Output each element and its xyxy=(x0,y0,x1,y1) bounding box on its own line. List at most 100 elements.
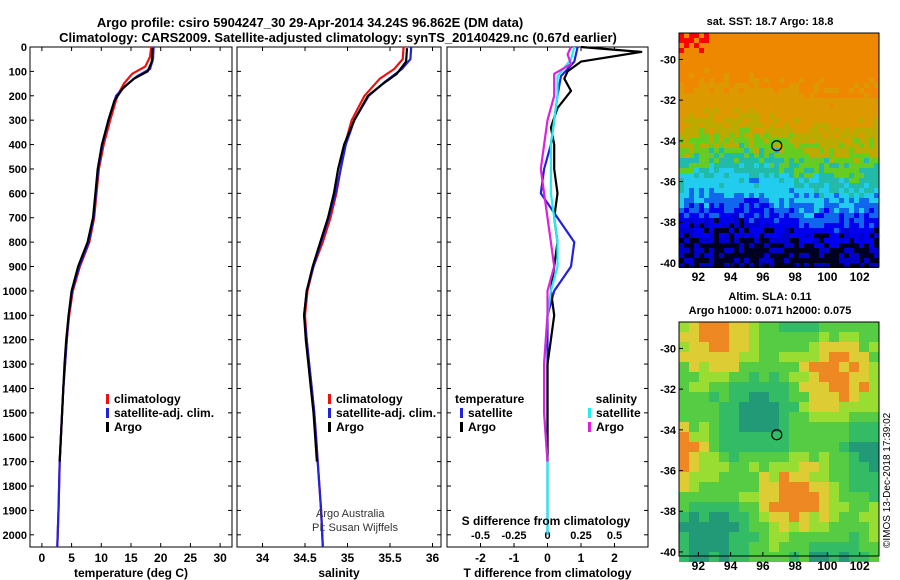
map-cell xyxy=(704,83,709,88)
map-cell xyxy=(804,248,809,253)
map-cell xyxy=(839,223,844,228)
map-cell xyxy=(794,58,799,63)
map-cell xyxy=(684,53,689,58)
map-cell xyxy=(689,98,694,103)
map-cell xyxy=(839,402,849,412)
map-cell xyxy=(809,412,819,422)
map-cell xyxy=(809,173,814,178)
map-cell xyxy=(849,332,859,342)
map-cell xyxy=(839,113,844,118)
map-cell xyxy=(769,73,774,78)
map-cell xyxy=(824,153,829,158)
map-cell xyxy=(764,53,769,58)
map-cell xyxy=(754,78,759,83)
map-cell xyxy=(829,68,834,73)
map-cell xyxy=(874,213,879,218)
map-cell xyxy=(699,198,704,203)
map-cell xyxy=(809,432,819,442)
map-cell xyxy=(839,163,844,168)
map-cell xyxy=(839,253,844,258)
map-cell xyxy=(729,143,734,148)
map-cell xyxy=(874,133,879,138)
map-cell xyxy=(869,532,879,542)
map-cell xyxy=(794,173,799,178)
map-cell xyxy=(764,58,769,63)
map-cell xyxy=(829,492,839,502)
map-cell xyxy=(719,143,724,148)
map-cell xyxy=(839,183,844,188)
map-cell xyxy=(709,58,714,63)
map-cell xyxy=(779,138,784,143)
map-cell xyxy=(819,228,824,233)
plot-frame xyxy=(29,46,233,548)
map-cell xyxy=(829,98,834,103)
map-cell xyxy=(684,98,689,103)
map-cell xyxy=(804,188,809,193)
map-cell xyxy=(749,153,754,158)
map-cell xyxy=(854,208,859,213)
map-cell xyxy=(784,198,789,203)
map-cell xyxy=(714,263,719,268)
map-cell xyxy=(874,193,879,198)
map-cell xyxy=(779,342,789,352)
map-cell xyxy=(694,63,699,68)
map-cell xyxy=(704,73,709,78)
map-cell xyxy=(864,103,869,108)
map-cell xyxy=(849,118,854,123)
map-cell xyxy=(809,178,814,183)
map-cell xyxy=(734,118,739,123)
map-cell xyxy=(809,158,814,163)
map-cell xyxy=(754,223,759,228)
map-cell xyxy=(744,78,749,83)
map-cell xyxy=(759,168,764,173)
map-x-tick-label: 94 xyxy=(724,559,738,573)
map-cell xyxy=(819,103,824,108)
map-cell xyxy=(754,93,759,98)
map-cell xyxy=(704,128,709,133)
map-cell xyxy=(854,38,859,43)
map-cell xyxy=(869,68,874,73)
map-cell xyxy=(729,532,739,542)
legend-swatch-climatology xyxy=(328,394,331,404)
map-cell xyxy=(839,412,849,422)
map-cell xyxy=(724,228,729,233)
map-cell xyxy=(769,382,779,392)
map-cell xyxy=(769,258,774,263)
map-cell xyxy=(819,238,824,243)
map-cell xyxy=(794,83,799,88)
map-cell xyxy=(759,342,769,352)
map-cell xyxy=(694,118,699,123)
map-cell xyxy=(829,253,834,258)
map-cell xyxy=(739,163,744,168)
map-cell xyxy=(839,83,844,88)
map-cell xyxy=(789,68,794,73)
map-cell xyxy=(799,63,804,68)
map-cell xyxy=(739,263,744,268)
map-cell xyxy=(749,542,759,552)
map-cell xyxy=(839,522,849,532)
map-cell xyxy=(859,178,864,183)
map-cell xyxy=(719,462,729,472)
map-cell xyxy=(744,223,749,228)
map-cell xyxy=(689,53,694,58)
map-cell xyxy=(689,103,694,108)
map-cell xyxy=(769,173,774,178)
map-cell xyxy=(704,38,709,43)
map-cell xyxy=(769,248,774,253)
map-cell xyxy=(869,223,874,228)
map-cell xyxy=(864,88,869,93)
map-cell xyxy=(704,258,709,263)
map-cell xyxy=(869,228,874,233)
map-cell xyxy=(749,158,754,163)
map-cell xyxy=(829,502,839,512)
map-cell xyxy=(814,93,819,98)
map-cell xyxy=(739,512,749,522)
map-cell xyxy=(719,128,724,133)
map-cell xyxy=(819,43,824,48)
map-cell xyxy=(799,382,809,392)
map-cell xyxy=(759,163,764,168)
map-cell xyxy=(819,452,829,462)
map-cell xyxy=(719,532,729,542)
map-cell xyxy=(799,392,809,402)
map-cell xyxy=(679,183,684,188)
